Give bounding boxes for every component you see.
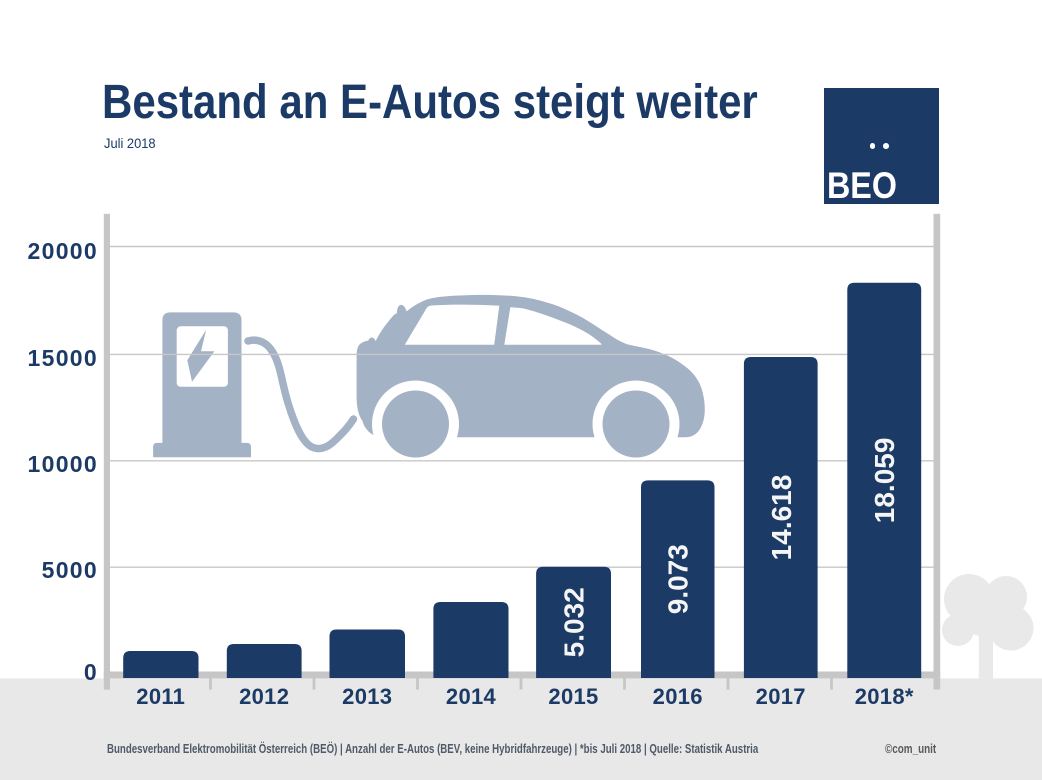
svg-text:5.032: 5.032 (559, 587, 590, 657)
svg-text:18.059: 18.059 (869, 438, 900, 524)
svg-text:14.618: 14.618 (766, 475, 797, 561)
svg-text:9.073: 9.073 (663, 544, 694, 614)
